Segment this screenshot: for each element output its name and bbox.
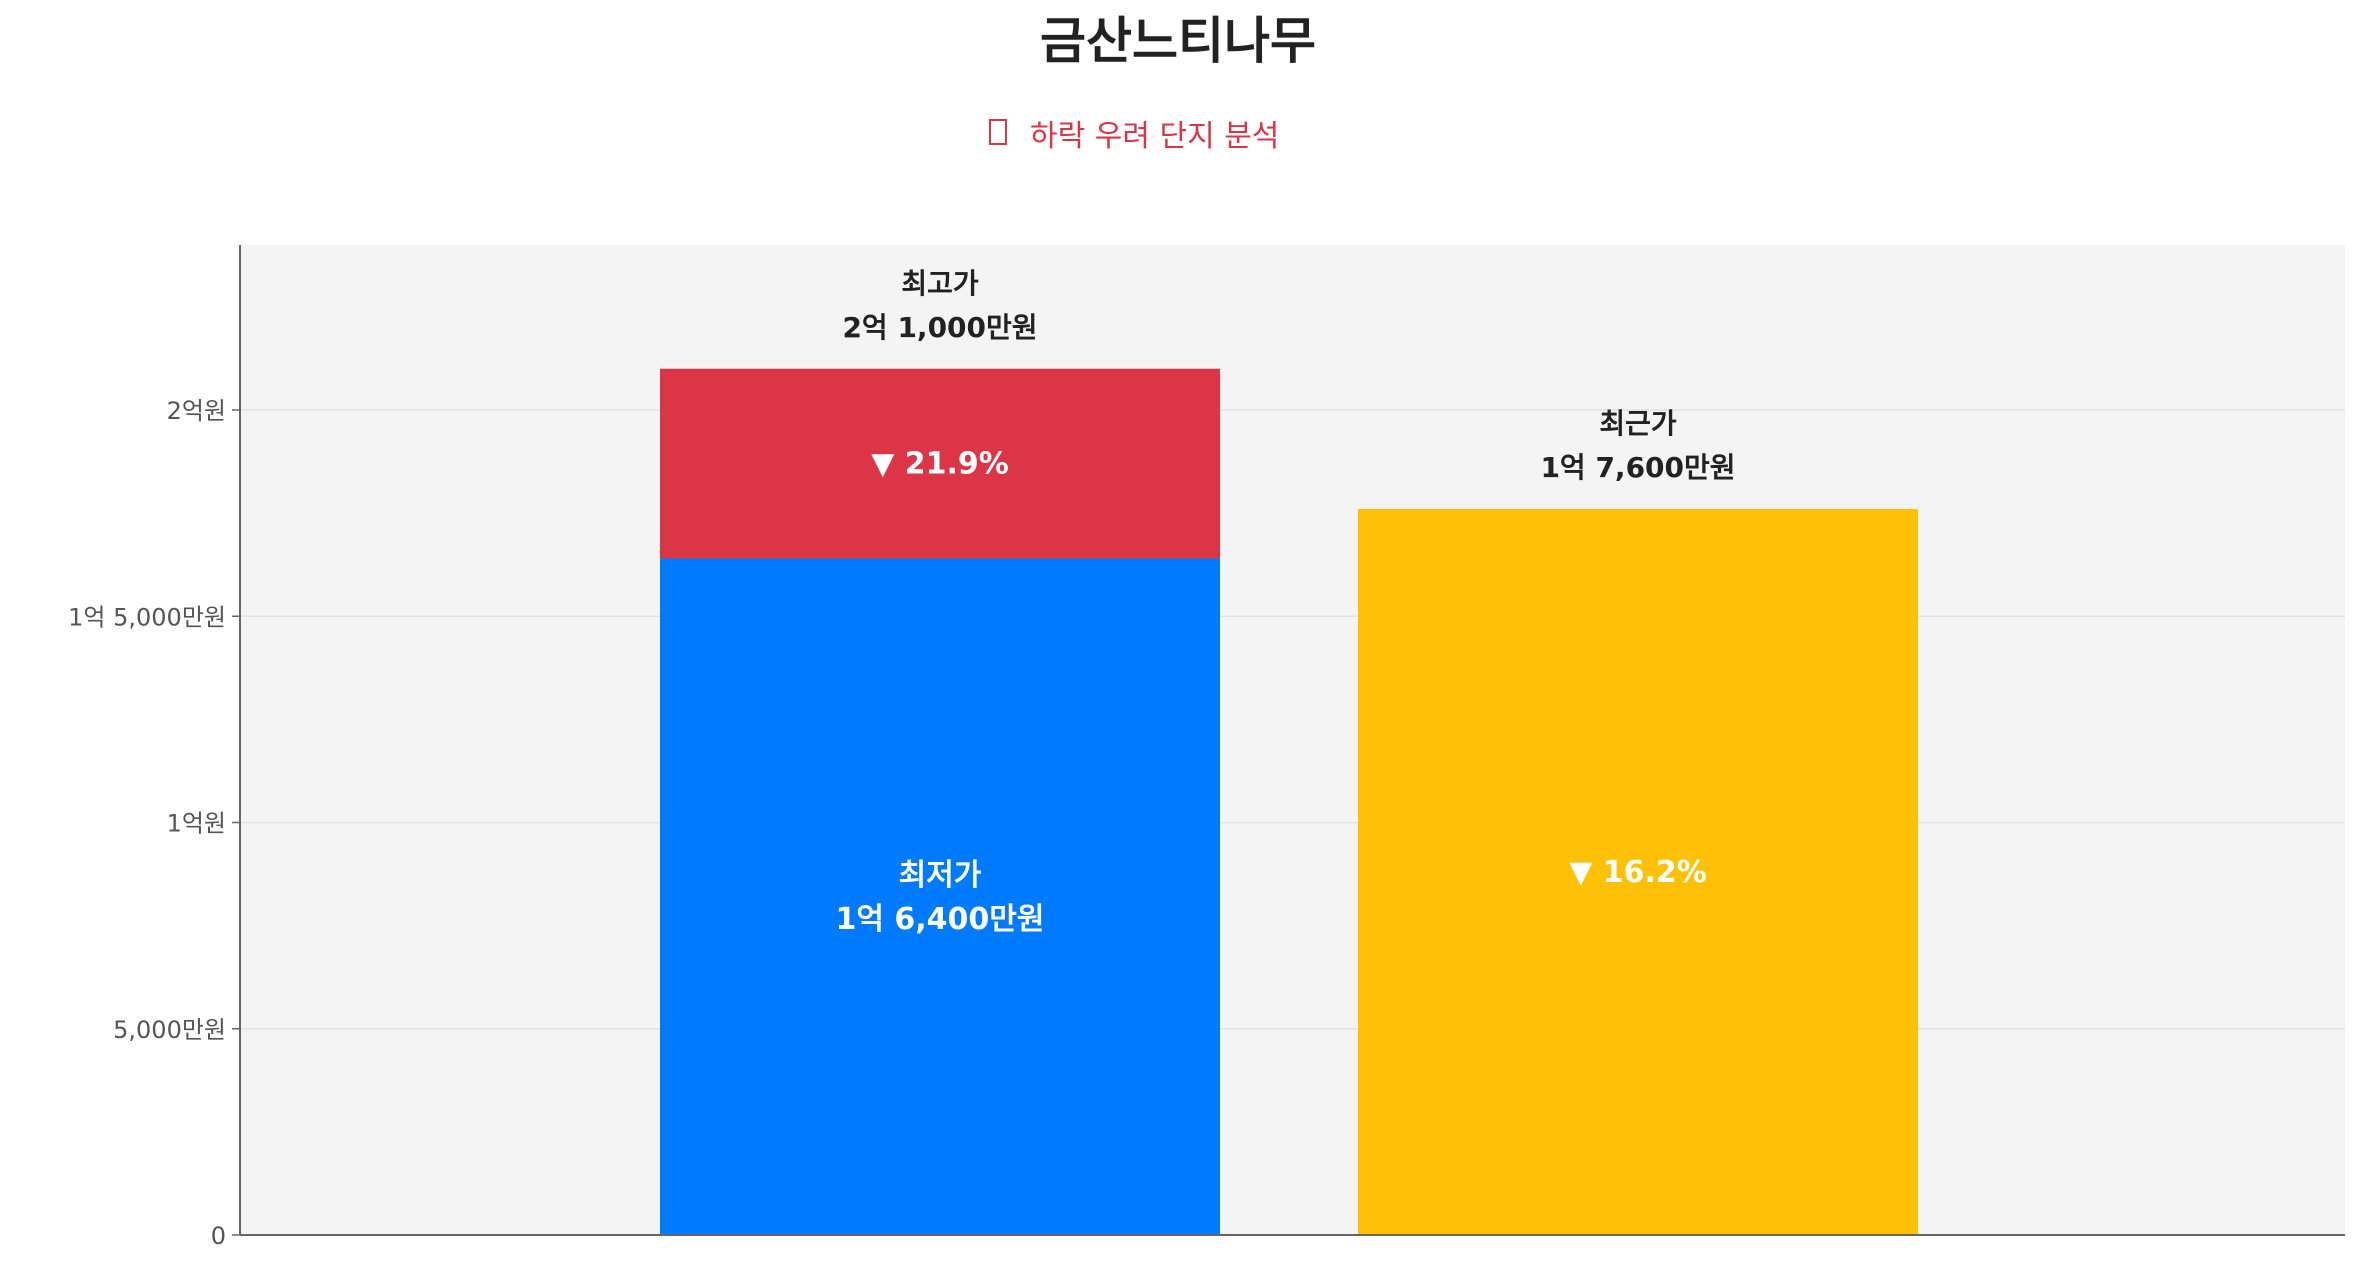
bar-segment-high_low-1 — [660, 368, 1220, 559]
segment-label: ▼ 16.2% — [1569, 855, 1707, 890]
data-labels: 최저가 1억 6,400만원 ▼ 21.9% 최고가 2억 1,000만원 ▼ 16.2%… — [835, 267, 1735, 937]
segment-label: ▼ 21.9% — [871, 447, 1009, 482]
y-tick-label: 2억원 — [167, 397, 226, 425]
chart-subtitle-text: 하락 우려 단지 분석 — [1030, 119, 1279, 154]
gridlines — [240, 409, 2345, 1030]
bar-top-label: 1억 7,600만원 — [1540, 451, 1735, 484]
bar-top-label: 2억 1,000만원 — [842, 311, 1037, 344]
segment-label: 1억 6,400만원 — [835, 902, 1044, 937]
plot-area — [240, 245, 2345, 1235]
bar-segment-recent-0 — [1358, 509, 1918, 1235]
warning-box-icon — [989, 119, 1007, 145]
chart-title: 금산느티나무 — [1040, 12, 1316, 70]
chart-subtitle: 하락 우려 단지 분석 — [989, 119, 1279, 154]
y-tick-label: 5,000만원 — [113, 1016, 226, 1044]
bars — [660, 368, 1918, 1235]
y-tick-label: 1억원 — [167, 810, 226, 838]
y-tick-label: 1억 5,000만원 — [68, 603, 226, 631]
bar-top-label: 최고가 — [901, 267, 979, 300]
segment-label: 최저가 — [899, 858, 982, 893]
y-tick-label: 0 — [211, 1222, 226, 1250]
axes: 0 5,000만원 1억원 1억 5,000만원 2억원 — [68, 245, 2345, 1250]
bar-segment-high_low-0 — [660, 558, 1220, 1235]
bar-top-label: 최근가 — [1599, 407, 1677, 440]
